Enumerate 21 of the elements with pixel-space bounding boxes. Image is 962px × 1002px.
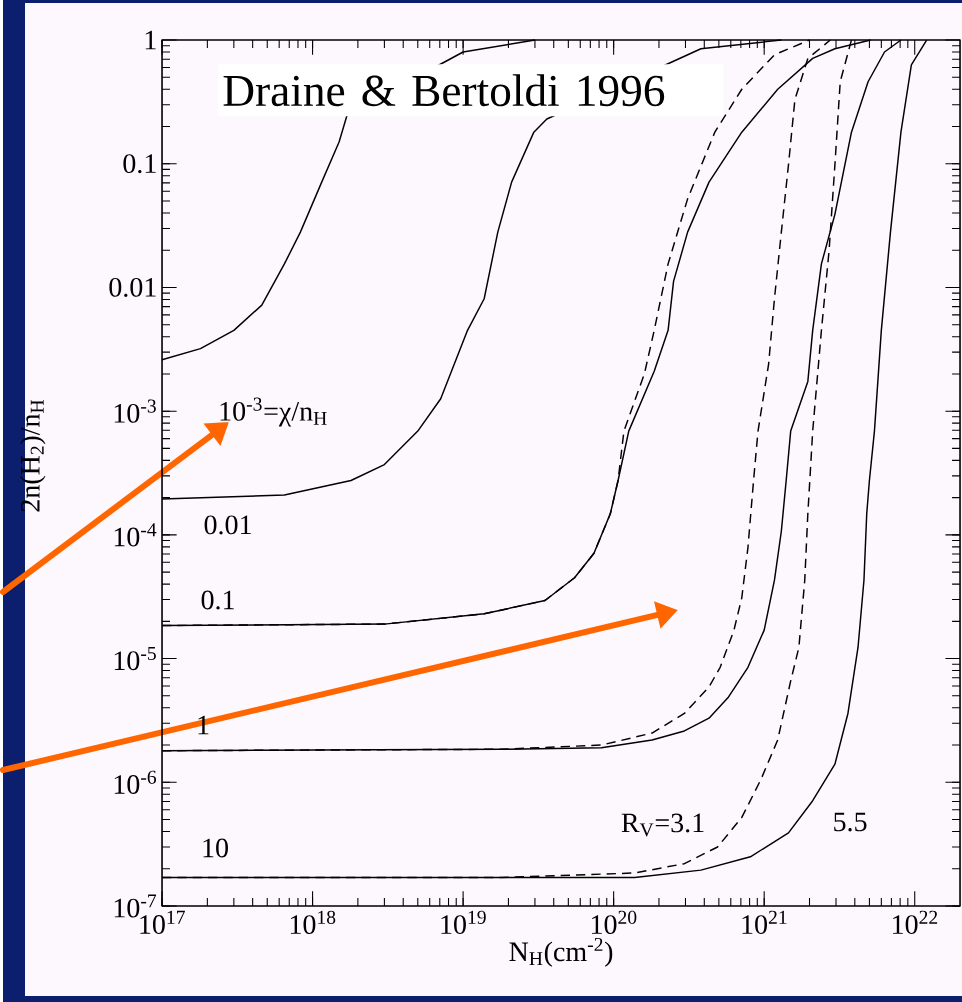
y-tick-label: 10$^{-3}$	[114, 399, 156, 423]
x-tick-label: 10$^{20}$	[591, 910, 637, 935]
x-tick-label: 10$^{21}$	[742, 910, 787, 935]
y-tick-label: 10$^{-5}$	[114, 647, 156, 671]
y-tick-label: 10$^{-4}$	[114, 523, 157, 547]
y-tick-label: 1	[145, 30, 156, 50]
x-axis-title: N$_{H}$(cm$^{-2}$)	[509, 937, 613, 967]
x-tick-label: 10$^{19}$	[441, 910, 486, 935]
annotation: 10$^{-3}$=χ/n$_{H}$	[220, 397, 327, 427]
annotation: 0.01	[204, 515, 251, 535]
annotation: R$_{V}$=3.1	[621, 813, 704, 837]
annotation: 0.1	[201, 590, 234, 610]
annotation: 10	[203, 838, 228, 858]
annotation: 5.5	[834, 812, 867, 832]
annotation: Draine & Bertoldi 1996	[223, 74, 665, 107]
x-tick-label: 10$^{22}$	[893, 910, 938, 935]
y-axis-title: 2n(H$_{2}$)/n$_{H}$	[20, 399, 46, 512]
x-tick-label: 10$^{18}$	[290, 910, 336, 935]
y-tick-label: 0.1	[123, 154, 156, 174]
y-tick-label: 10$^{-6}$	[114, 770, 157, 794]
y-tick-label: 0.01	[109, 277, 156, 297]
